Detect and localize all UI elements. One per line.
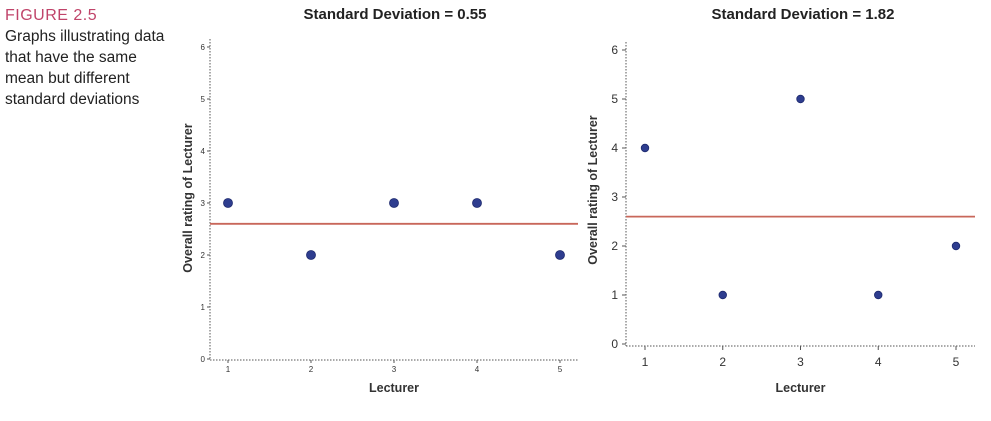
data-point <box>555 250 565 260</box>
data-point <box>640 143 650 153</box>
y-tick-label: 5 <box>611 92 618 106</box>
chart-1: Standard Deviation = 0.55 0 1 2 3 4 5 6 1 2 3 4 5 Lec… <box>181 6 578 395</box>
y-axis-label: Overall rating of Lecturer <box>586 115 600 264</box>
chart-title: Standard Deviation = 1.82 <box>712 6 895 23</box>
x-tick-label: 2 <box>309 365 314 374</box>
y-tick-label: 2 <box>611 239 618 253</box>
data-point <box>472 198 482 208</box>
y-tick-label: 1 <box>611 288 618 302</box>
y-axis-label: Overall rating of Lecturer <box>181 123 195 272</box>
data-point <box>796 94 805 104</box>
y-tick-label: 6 <box>611 43 618 57</box>
x-tick-label: 2 <box>719 355 726 369</box>
y-tick-label: 4 <box>611 141 618 155</box>
y-tick-label: 0 <box>201 355 206 364</box>
data-point <box>223 198 233 208</box>
y-tick-label: 3 <box>611 190 618 204</box>
figure-caption: FIGURE 2.5 Graphs illustrating data that… <box>5 6 165 110</box>
x-tick-label: 4 <box>475 365 480 374</box>
y-tick-label: 0 <box>611 337 618 351</box>
y-tick-label: 2 <box>201 251 206 260</box>
y-tick-label: 3 <box>201 199 206 208</box>
x-axis-label: Lecturer <box>369 381 419 395</box>
data-point <box>718 290 727 300</box>
chart-2: Standard Deviation = 1.82 0 1 2 3 4 5 6 1 2 3 4 5 Lec… <box>586 6 975 395</box>
y-tick-label: 6 <box>201 43 206 52</box>
x-tick-label: 5 <box>558 365 563 374</box>
figure-description: Graphs illustrating data that have the s… <box>5 28 165 108</box>
y-tick-label: 4 <box>201 147 206 156</box>
x-tick-label: 5 <box>953 355 960 369</box>
figure-label: FIGURE 2.5 <box>5 7 98 24</box>
data-point <box>306 250 316 260</box>
data-point <box>874 290 883 300</box>
x-tick-label: 3 <box>797 355 804 369</box>
chart-title: Standard Deviation = 0.55 <box>304 6 487 23</box>
x-tick-label: 1 <box>226 365 231 374</box>
data-point <box>951 241 961 251</box>
x-tick-label: 4 <box>875 355 882 369</box>
x-tick-label: 1 <box>642 355 649 369</box>
y-tick-label: 1 <box>201 303 206 312</box>
x-tick-label: 3 <box>392 365 397 374</box>
data-point <box>389 198 399 208</box>
y-tick-label: 5 <box>201 95 206 104</box>
x-axis-label: Lecturer <box>775 381 825 395</box>
